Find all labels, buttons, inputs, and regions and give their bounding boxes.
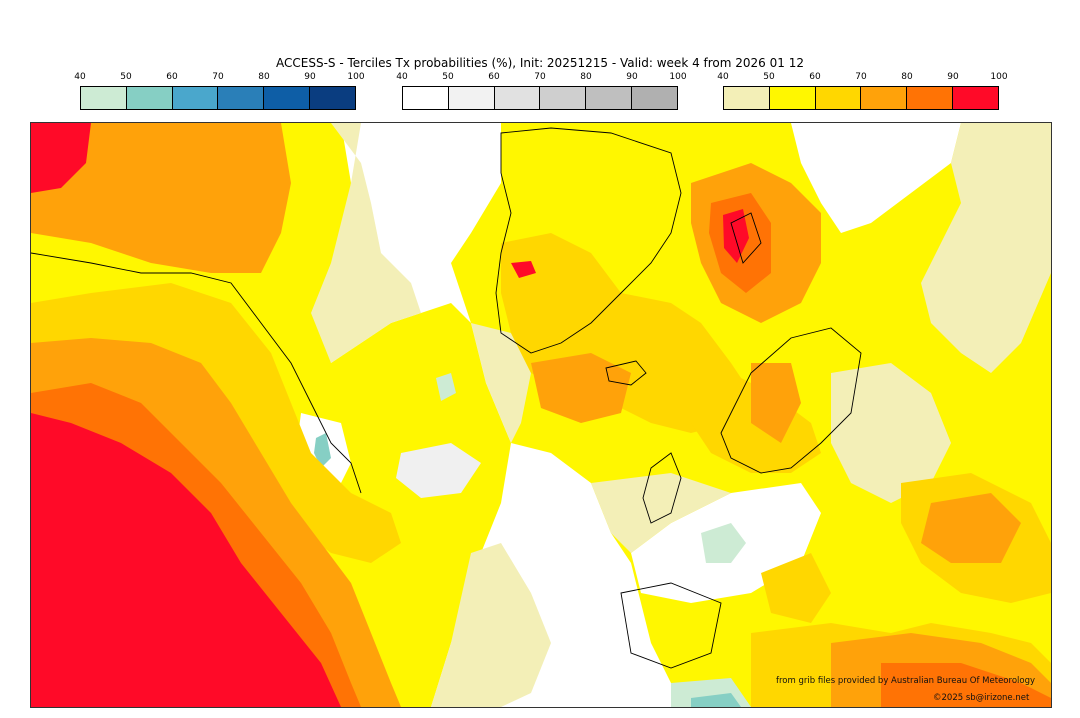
iberia-coast [620,582,722,669]
colorbar-tick: 40 [396,72,408,82]
colorbar-swatch [724,87,770,109]
map-title: ACCESS-S - Terciles Tx probabilities (%)… [276,56,804,70]
below-normal-region [701,523,746,563]
below-normal-region [691,693,741,707]
colorbar-tick: 50 [120,72,132,82]
copyright-credit: ©2025 sb@irizone.net [933,693,1030,703]
svalbard-coast [730,212,762,264]
colorbar-tick: 50 [763,72,775,82]
colorbar-swatches [402,86,678,110]
orange-region [921,493,1021,563]
below-normal-region [436,373,456,401]
colorbar-tick: 70 [212,72,224,82]
orange-region [531,353,631,423]
colorbar-swatches [723,86,999,110]
source-credit: from grib files provided by Australian B… [776,676,1036,686]
colorbar-swatch [632,87,677,109]
orange-region [31,123,291,273]
pale-yellow-region [431,543,551,707]
below-normal-region [314,433,331,468]
colorbar-swatch [310,87,355,109]
colorbar-tick: 100 [669,72,687,82]
colorbar-ticks: 40 50 60 70 80 90 100 [717,72,1007,86]
colorbar-near-normal: 40 50 60 70 80 90 100 [396,72,687,110]
colorbar-swatches [80,86,356,110]
colorbar-tick: 80 [580,72,592,82]
red-region [723,209,749,263]
colorbar-swatch [218,87,265,109]
colorbar-tick: 40 [717,72,729,82]
colorbar-swatch [264,87,311,109]
colorbar-tick: 90 [947,72,959,82]
colorbar-tick: 40 [74,72,86,82]
colorbar-swatch [126,87,173,109]
colorbar-swatch [907,87,954,109]
colorbar-ticks: 40 50 60 70 80 90 100 [396,72,686,86]
dark-orange-region [881,663,1051,707]
colorbar-swatch [172,87,219,109]
colorbar-tick: 60 [809,72,821,82]
british-isles-coast [642,452,682,524]
colorbar-tick: 80 [901,72,913,82]
pale-yellow-region [591,473,731,553]
colorbar-swatch [403,87,449,109]
colorbar-tick: 50 [442,72,454,82]
colorbar-above-normal: 40 50 60 70 80 90 100 [717,72,1008,110]
map-canvas [31,123,1051,707]
grey-region [396,443,481,498]
colorbar-tick: 70 [534,72,546,82]
red-region [31,413,341,707]
colorbar-below-normal: 40 50 60 70 80 90 100 [74,72,365,110]
probability-map: from grib files provided by Australian B… [30,122,1052,708]
pale-yellow-region [831,363,951,503]
scandinavia-coast [720,327,862,474]
gold-region [761,553,831,623]
colorbar-ticks: 40 50 60 70 80 90 100 [74,72,364,86]
colorbar-swatch [861,87,908,109]
pale-yellow-region [311,123,421,363]
red-region [511,261,536,278]
colorbar-swatch [81,87,127,109]
colorbar-tick: 80 [258,72,270,82]
colorbar-tick: 60 [488,72,500,82]
red-region [31,123,91,193]
near-normal-region [791,123,961,233]
iceland-coast [605,360,647,386]
pale-yellow-region [921,123,1051,373]
coastlines [31,127,862,669]
colorbar-swatch [448,87,495,109]
colorbar-swatch [586,87,633,109]
colorbar-swatch [815,87,862,109]
colorbar-tick: 90 [626,72,638,82]
orange-region [751,363,801,443]
colorbar-swatch [769,87,816,109]
colorbar-tick: 100 [990,72,1008,82]
greenland-coast [495,127,682,354]
pale-yellow-region [471,323,531,443]
colorbar-swatch [494,87,541,109]
colorbar-tick: 100 [347,72,365,82]
colorbar-swatch [953,87,998,109]
north-america-coast [31,252,362,494]
colorbar-swatch [540,87,587,109]
colorbar-tick: 70 [855,72,867,82]
colorbar-tick: 60 [166,72,178,82]
colorbar-tick: 90 [304,72,316,82]
